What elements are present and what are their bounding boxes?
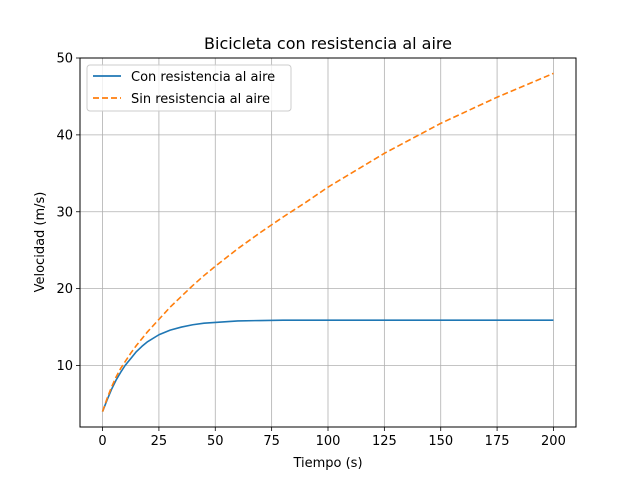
y-tick-label: 50 <box>56 52 73 67</box>
y-tick-label: 40 <box>56 128 73 143</box>
y-tick-label: 10 <box>56 359 73 374</box>
legend-box <box>86 64 292 112</box>
x-tick-label: 125 <box>372 434 397 449</box>
x-tick-label: 200 <box>541 434 566 449</box>
y-tick-label: 20 <box>56 282 73 297</box>
chart-title: Bicicleta con resistencia al aire <box>204 34 452 53</box>
series-line-con-resistencia <box>101 319 554 412</box>
legend-label-con-resistencia: Con resistencia al aire <box>131 70 275 85</box>
x-tick-label: 150 <box>428 434 453 449</box>
legend-label-sin-resistencia: Sin resistencia al aire <box>131 92 270 107</box>
x-tick-label: 50 <box>207 434 224 449</box>
x-axis-label: Tiempo (s) <box>292 456 362 471</box>
x-tick-label: 175 <box>485 434 510 449</box>
plot-series <box>101 72 554 412</box>
series-line-sin-resistencia <box>101 72 554 412</box>
x-tick-label: 75 <box>263 434 280 449</box>
legend: Con resistencia al aire Sin resistencia … <box>86 64 292 112</box>
ticks: 0 25 50 75 100 125 150 175 200 10 20 30 40 50 <box>56 52 565 450</box>
x-tick-label: 0 <box>98 434 106 449</box>
x-tick-label: 100 <box>316 434 341 449</box>
y-axis-label: Velocidad (m/s) <box>33 192 48 293</box>
y-tick-label: 30 <box>56 205 73 220</box>
x-tick-label: 25 <box>151 434 168 449</box>
